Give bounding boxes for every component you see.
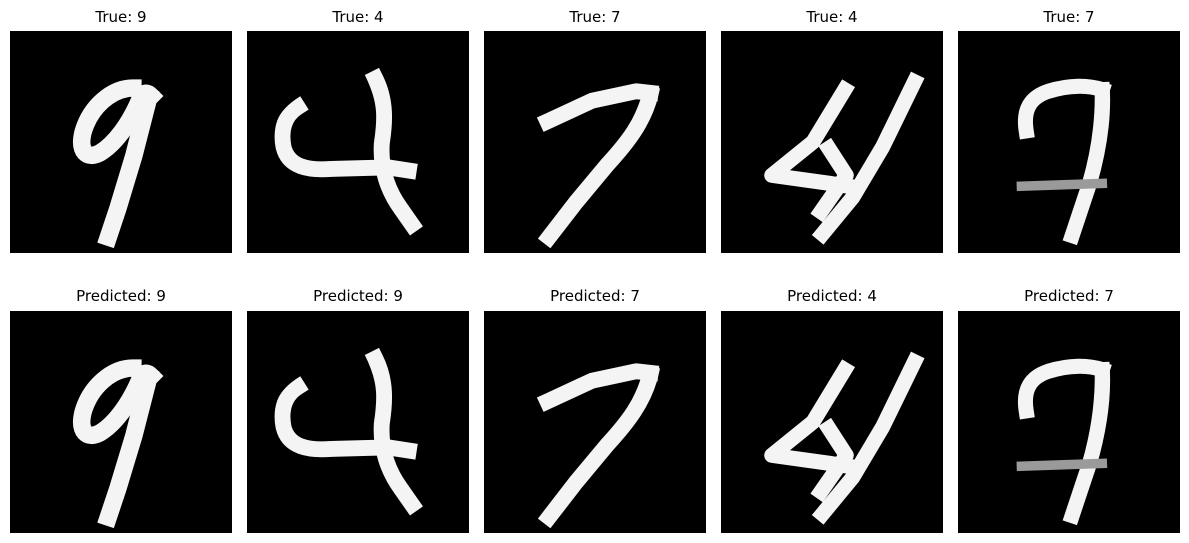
digit-image (247, 31, 469, 253)
panel-title: True: 7 (569, 8, 621, 26)
digit-9-icon (73, 79, 164, 249)
panel-title: True: 4 (332, 8, 384, 26)
panel-title: Predicted: 7 (1024, 287, 1114, 305)
digit-7-crossed-icon (1016, 358, 1112, 526)
digit-4-icon (274, 347, 423, 516)
digit-image (484, 31, 706, 253)
digit-image (721, 311, 943, 533)
digit-4-slanted-icon (764, 71, 925, 245)
digit-4-slanted-icon (764, 351, 925, 525)
panel-title: Predicted: 7 (550, 287, 640, 305)
digit-image (10, 31, 232, 253)
panel-title: Predicted: 9 (76, 287, 166, 305)
digit-image (484, 311, 706, 533)
panel-title: Predicted: 4 (787, 287, 877, 305)
panel-title: True: 7 (1043, 8, 1095, 26)
panel-title: Predicted: 9 (313, 287, 403, 305)
digit-image (958, 31, 1180, 253)
digit-7-icon (536, 83, 661, 249)
digit-image (247, 311, 469, 533)
digit-image (721, 31, 943, 253)
digit-image (10, 311, 232, 533)
panel-title: True: 9 (95, 8, 147, 26)
digit-image (958, 311, 1180, 533)
panel-title: True: 4 (806, 8, 858, 26)
digit-9-icon (73, 359, 164, 529)
digit-7-icon (536, 363, 661, 529)
digit-4-icon (274, 67, 423, 236)
digit-7-crossed-icon (1016, 78, 1112, 246)
